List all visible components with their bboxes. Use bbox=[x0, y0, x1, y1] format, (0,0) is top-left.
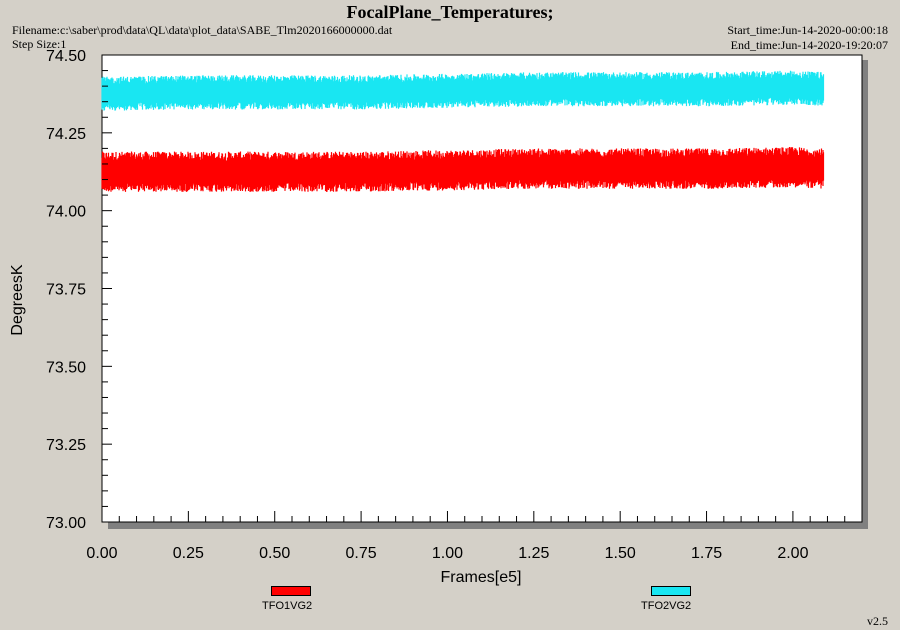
series-line-tfo1vg2 bbox=[101, 147, 825, 192]
x-tick-label: 1.25 bbox=[518, 545, 549, 562]
plot-area bbox=[101, 54, 863, 523]
x-tick-label: 0.25 bbox=[173, 545, 204, 562]
chart-title: FocalPlane_Temperatures; bbox=[346, 2, 554, 22]
y-tick-label: 73.00 bbox=[46, 515, 86, 532]
x-tick-label: 0.75 bbox=[346, 545, 377, 562]
x-tick-label: 2.00 bbox=[777, 545, 808, 562]
y-tick-label: 73.75 bbox=[46, 282, 86, 299]
y-tick-label: 74.25 bbox=[46, 126, 86, 143]
y-tick-label: 73.25 bbox=[46, 437, 86, 454]
y-tick-label: 74.00 bbox=[46, 204, 86, 221]
step-size-label: Step Size:1 bbox=[12, 37, 67, 51]
series-line-tfo2vg2 bbox=[101, 70, 825, 111]
legend-label-tfo2vg2: TFO2VG2 bbox=[641, 600, 692, 612]
legend-swatch-tfo1vg2 bbox=[271, 586, 311, 596]
legend-label-tfo1vg2: TFO1VG2 bbox=[262, 600, 313, 612]
y-axis-label: DegreesK bbox=[9, 264, 26, 335]
y-tick-label: 74.50 bbox=[46, 48, 86, 65]
x-tick-label: 1.00 bbox=[432, 545, 463, 562]
legend-swatch-tfo2vg2 bbox=[651, 586, 691, 596]
x-tick-label: 1.50 bbox=[605, 545, 636, 562]
end-time-label: End_time:Jun-14-2020-19:20:07 bbox=[730, 38, 888, 52]
start-time-label: Start_time:Jun-14-2020-00:00:18 bbox=[727, 23, 888, 37]
filename-label: Filename:c:\saber\prod\data\QL\data\plot… bbox=[12, 23, 393, 37]
x-tick-label: 0.50 bbox=[259, 545, 290, 562]
y-tick-label: 73.50 bbox=[46, 359, 86, 376]
x-tick-label: 1.75 bbox=[691, 545, 722, 562]
x-axis-label: Frames[e5] bbox=[441, 569, 522, 586]
version-label: v2.5 bbox=[867, 614, 888, 628]
axis-layer: 0.00 0.25 0.50 0.75 1.00 1.25 1.50 1.75 2.00 73.0… bbox=[46, 48, 846, 562]
series-layer bbox=[101, 70, 825, 192]
x-tick-label: 0.00 bbox=[86, 545, 117, 562]
